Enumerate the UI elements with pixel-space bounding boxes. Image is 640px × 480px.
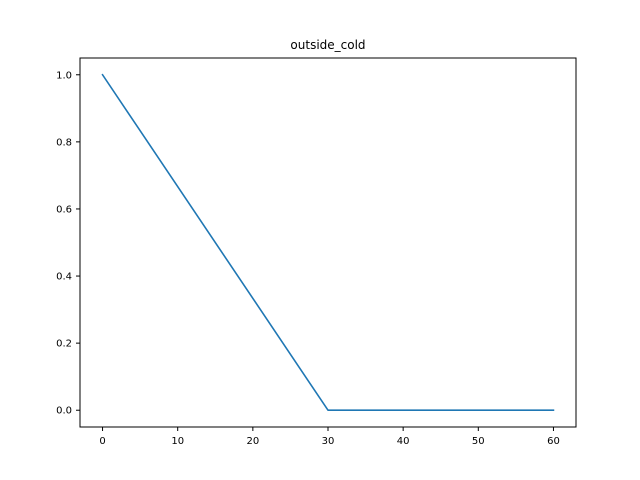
x-tick-label: 30 bbox=[322, 436, 335, 447]
x-tick-label: 20 bbox=[246, 436, 259, 447]
x-tick-label: 50 bbox=[472, 436, 485, 447]
y-tick-label: 0.6 bbox=[56, 204, 72, 215]
y-axis: 0.0 0.2 0.4 0.6 0.8 1.0 bbox=[56, 70, 80, 417]
x-axis: 0 10 20 30 40 50 60 bbox=[99, 427, 560, 447]
plot-series bbox=[101, 73, 555, 412]
x-tick-label: 40 bbox=[397, 436, 410, 447]
x-tick-label: 60 bbox=[547, 436, 560, 447]
y-tick-label: 1.0 bbox=[56, 70, 72, 81]
y-tick-label: 0.8 bbox=[56, 137, 72, 148]
series-line bbox=[101, 73, 555, 412]
y-tick-label: 0.2 bbox=[56, 339, 72, 350]
x-tick-label: 0 bbox=[99, 436, 105, 447]
plot-area-frame bbox=[79, 57, 577, 428]
y-tick-label: 0.4 bbox=[56, 272, 72, 283]
y-tick-label: 0.0 bbox=[56, 406, 72, 417]
chart-title: outside_cold bbox=[290, 38, 365, 52]
x-tick-label: 10 bbox=[171, 436, 184, 447]
